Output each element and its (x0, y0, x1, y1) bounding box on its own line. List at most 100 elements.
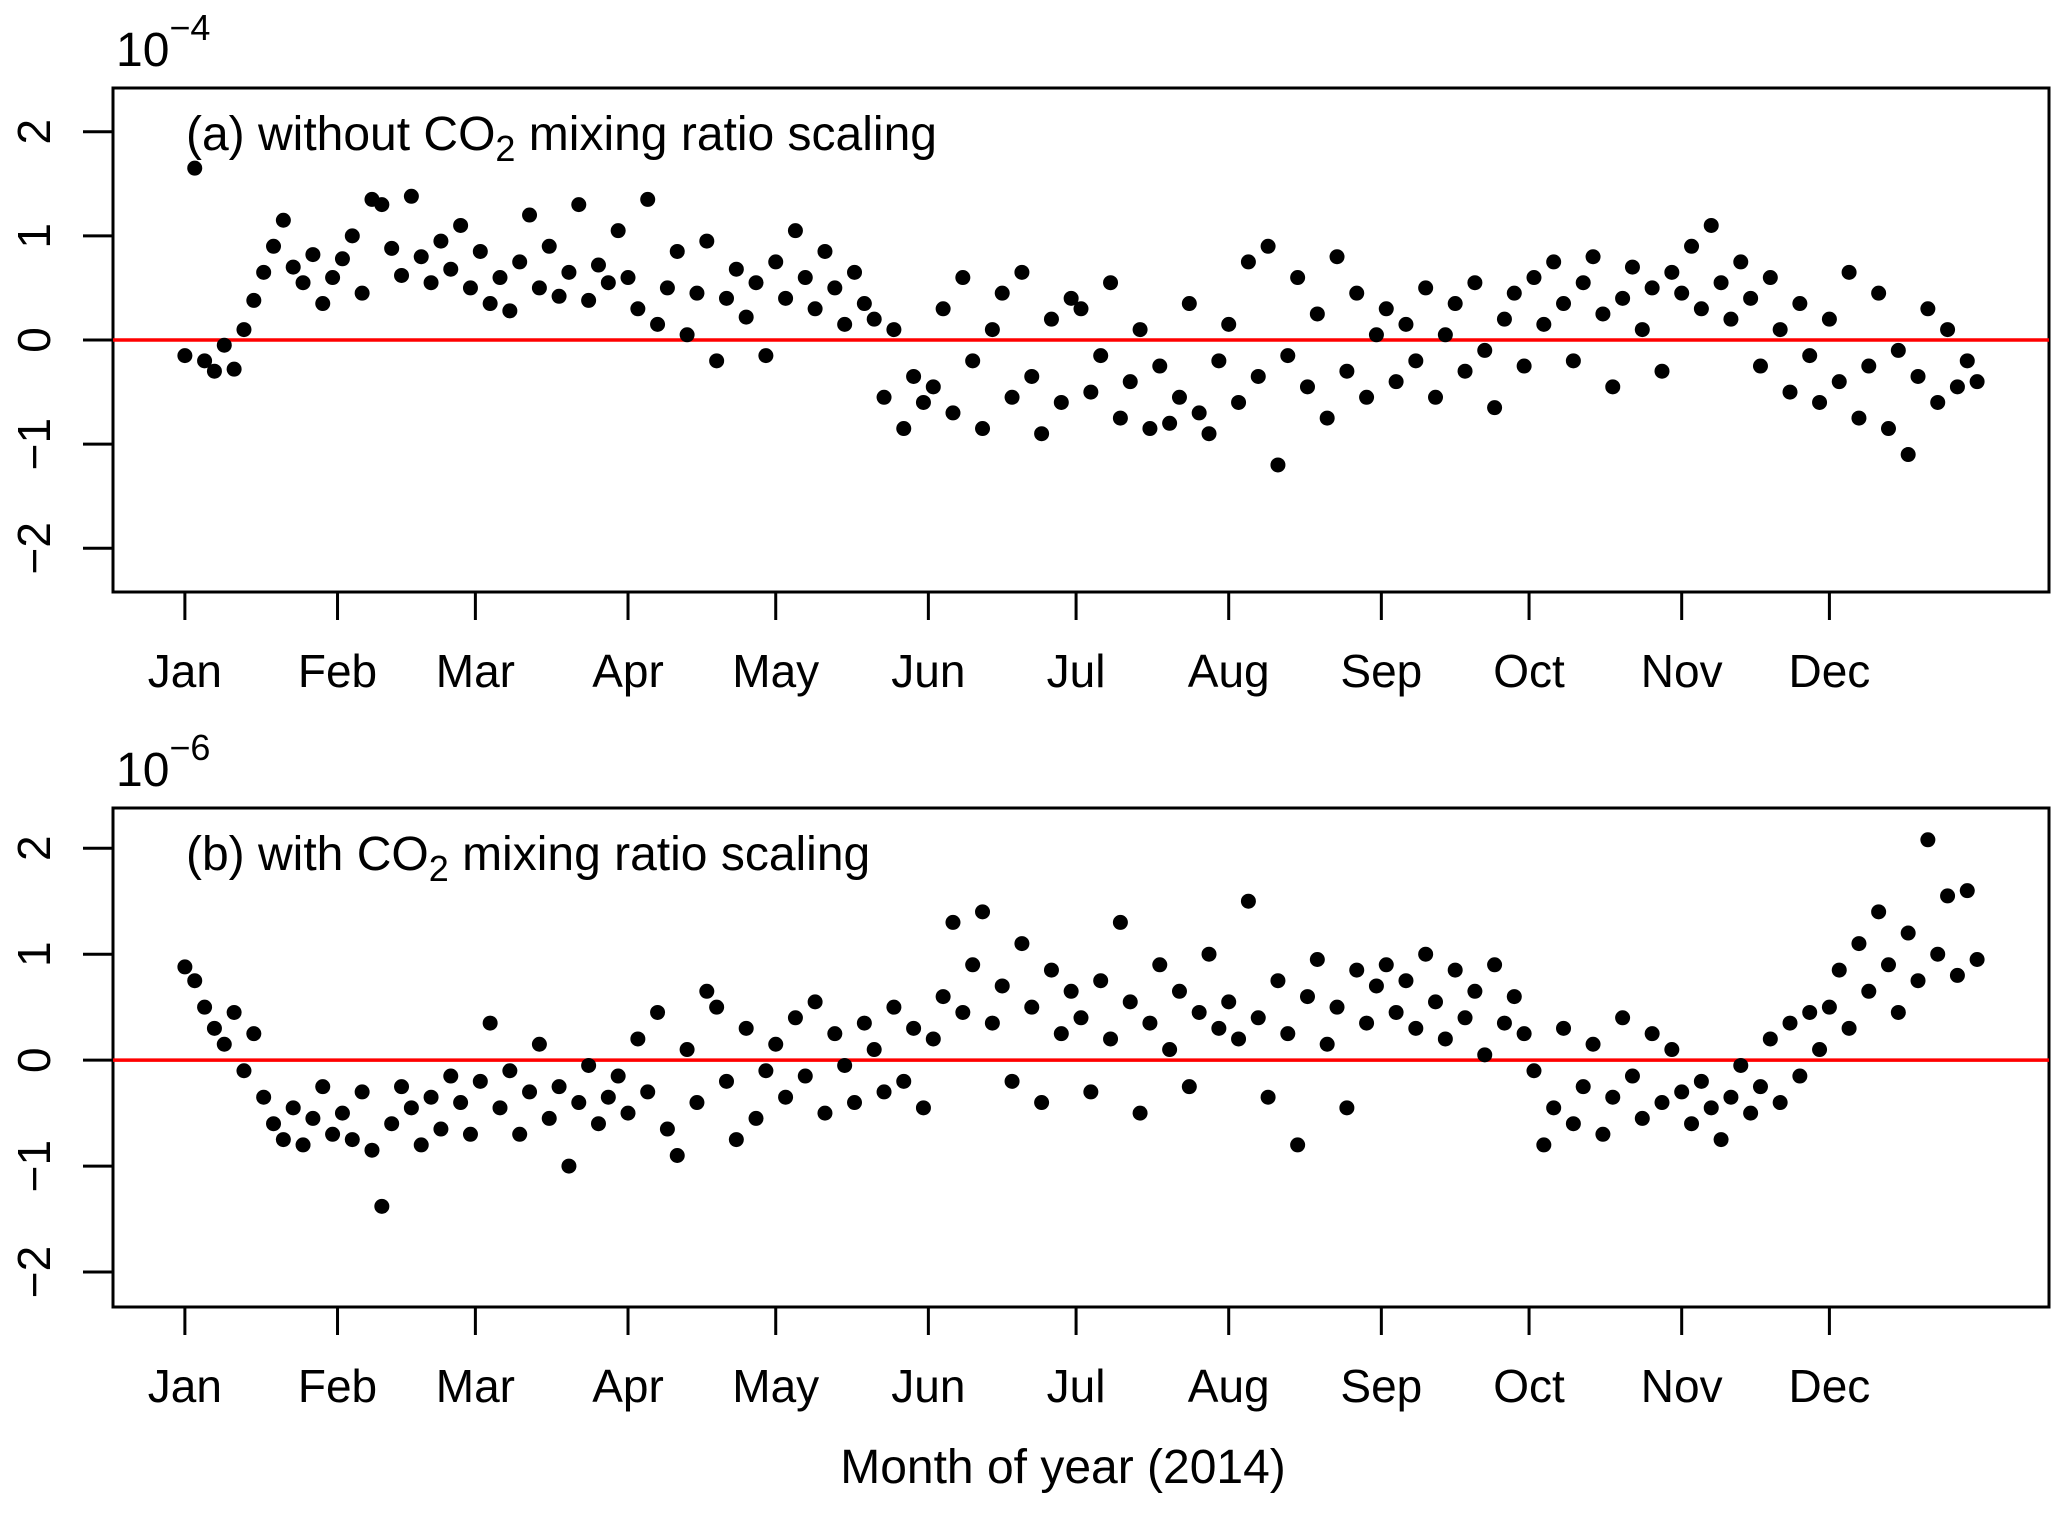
data-point (709, 353, 725, 369)
data-point (423, 275, 439, 291)
data-point (1368, 327, 1384, 343)
data-point (512, 254, 528, 270)
data-point (945, 405, 961, 421)
data-point (1477, 342, 1493, 358)
data-point (315, 1079, 331, 1095)
data-point (718, 1073, 734, 1089)
data-point (975, 421, 991, 437)
data-point (1457, 1010, 1473, 1026)
data-point (965, 353, 981, 369)
data-point (266, 1116, 282, 1132)
data-point (492, 1100, 508, 1116)
data-point (1250, 368, 1266, 384)
data-point (984, 322, 1000, 338)
data-point (1526, 1063, 1542, 1079)
data-point (522, 1084, 538, 1100)
data-point (1752, 358, 1768, 374)
data-point (1546, 1100, 1562, 1116)
data-point (866, 1042, 882, 1058)
data-point (1309, 952, 1325, 968)
data-point (787, 1010, 803, 1026)
y-tick-label: 1 (8, 223, 60, 249)
data-point (866, 311, 882, 327)
data-point (807, 994, 823, 1010)
x-axis: Jan Feb Mar Apr May Jun Jul Aug Sep Oct Nov Dec (148, 592, 1870, 697)
x-tick-label: Oct (1493, 1360, 1565, 1412)
data-point (354, 1084, 370, 1100)
data-point (906, 1020, 922, 1036)
data-point (374, 197, 390, 213)
data-point (1516, 358, 1532, 374)
panel-title: (a) without CO2 mixing ratio scaling (186, 108, 937, 169)
data-point (1487, 957, 1503, 973)
data-point (620, 1105, 636, 1121)
data-point (817, 243, 833, 259)
data-point (1043, 962, 1059, 978)
data-point (295, 275, 311, 291)
data-point (1841, 1020, 1857, 1036)
data-point (1162, 1042, 1178, 1058)
data-point (945, 914, 961, 930)
data-point (226, 361, 242, 377)
data-point (266, 238, 282, 254)
data-point (650, 316, 666, 332)
x-tick-label: Jan (148, 645, 222, 697)
data-point (1388, 374, 1404, 390)
data-point (856, 1015, 872, 1031)
data-point (1703, 217, 1719, 233)
data-point (768, 1036, 784, 1052)
data-point (955, 270, 971, 286)
data-point (1949, 379, 1965, 395)
data-point (1546, 254, 1562, 270)
data-point (1615, 1010, 1631, 1026)
data-point (571, 1095, 587, 1111)
data-point (1231, 1031, 1247, 1047)
data-point (1565, 1116, 1581, 1132)
data-point (1762, 1031, 1778, 1047)
data-point (403, 1100, 419, 1116)
data-point (1250, 1010, 1266, 1026)
data-point (1723, 311, 1739, 327)
data-point (1339, 363, 1355, 379)
data-point (1930, 946, 1946, 962)
y-tick-label: 1 (8, 941, 60, 967)
data-point (1043, 311, 1059, 327)
data-point (925, 379, 941, 395)
data-point (216, 337, 232, 353)
data-point (748, 275, 764, 291)
data-point (1437, 327, 1453, 343)
x-axis-title: Month of year (2014) (840, 1441, 1286, 1494)
data-point (837, 1057, 853, 1073)
data-point (246, 1026, 262, 1042)
data-point (443, 1068, 459, 1084)
data-point (1398, 973, 1414, 989)
plot-box (111, 806, 2051, 1309)
data-point (1398, 316, 1414, 332)
data-point (1024, 368, 1040, 384)
data-point (1782, 384, 1798, 400)
data-point (1437, 1031, 1453, 1047)
data-point (600, 275, 616, 291)
data-point (1861, 358, 1877, 374)
data-point (344, 1132, 360, 1148)
data-point (1890, 1004, 1906, 1020)
data-point (1506, 285, 1522, 301)
data-point (1812, 394, 1828, 410)
data-point (1240, 893, 1256, 909)
data-point (1733, 1057, 1749, 1073)
data-point (197, 353, 213, 369)
data-point (1871, 904, 1887, 920)
data-point (1034, 426, 1050, 442)
data-point (256, 1089, 272, 1105)
data-point (1231, 394, 1247, 410)
data-point (1329, 999, 1345, 1015)
data-point (600, 1089, 616, 1105)
data-point (787, 223, 803, 239)
data-point (1831, 374, 1847, 390)
data-point (1684, 238, 1700, 254)
data-point (1211, 353, 1227, 369)
scatter-points (177, 832, 1985, 1214)
data-point (847, 264, 863, 280)
data-point (1624, 259, 1640, 275)
data-point (975, 904, 991, 920)
